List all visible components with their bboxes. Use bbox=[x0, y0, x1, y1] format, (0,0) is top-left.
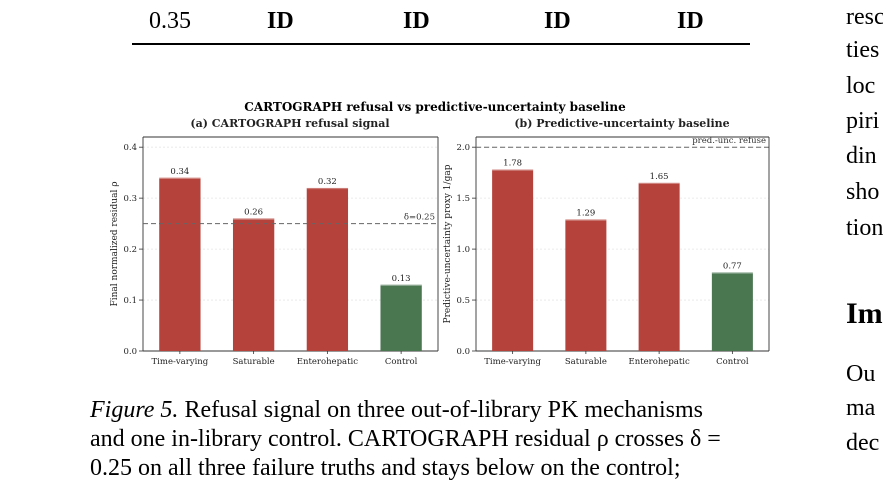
table-bottom-rule bbox=[132, 43, 750, 45]
bar bbox=[306, 187, 349, 351]
section-heading: Im bbox=[846, 297, 883, 330]
bar-value-label: 1.29 bbox=[576, 209, 595, 219]
bar bbox=[565, 219, 607, 351]
x-tick-label: Enterohepatic bbox=[297, 357, 358, 367]
bar bbox=[380, 284, 422, 351]
table-cell: ID bbox=[267, 8, 294, 34]
text-line: dec bbox=[846, 430, 880, 456]
x-tick-label: Control bbox=[385, 357, 418, 367]
y-axis-label: Final normalized residual ρ bbox=[110, 182, 120, 307]
text-line: resc bbox=[846, 4, 883, 30]
figure-caption: Figure 5. Refusal signal on three out-of… bbox=[90, 396, 795, 483]
bar bbox=[492, 169, 534, 351]
bar-value-label: 1.65 bbox=[650, 172, 669, 182]
bar-value-label: 0.32 bbox=[318, 177, 337, 187]
x-tick-label: Saturable bbox=[565, 357, 607, 367]
subplot-title: (b) Predictive-uncertainty baseline bbox=[514, 117, 729, 130]
bar bbox=[232, 218, 275, 351]
y-tick-label: 1.0 bbox=[456, 245, 470, 255]
table-row: 0.35 ID ID ID ID bbox=[0, 4, 760, 38]
caption-line: and one in-library control. CARTOGRAPH r… bbox=[90, 426, 721, 452]
bar-value-label: 1.78 bbox=[503, 159, 522, 169]
subplot-title: (a) CARTOGRAPH refusal signal bbox=[190, 117, 389, 130]
text-line: ties bbox=[846, 37, 880, 63]
y-tick-label: 0.3 bbox=[123, 194, 137, 204]
threshold-label: pred.-unc. refuse bbox=[692, 136, 766, 146]
y-tick-label: 0.0 bbox=[456, 347, 470, 357]
text-line: ma bbox=[846, 395, 876, 421]
figure: CARTOGRAPH refusal vs predictive-uncerta… bbox=[100, 92, 780, 382]
text-line: sho bbox=[846, 179, 880, 205]
bar bbox=[159, 177, 201, 351]
x-tick-label: Time-varying bbox=[484, 357, 541, 367]
x-tick-label: Time-varying bbox=[152, 357, 209, 367]
table-cell: ID bbox=[403, 8, 430, 34]
bar bbox=[638, 182, 680, 351]
y-tick-label: 1.5 bbox=[456, 194, 470, 204]
bar bbox=[711, 272, 753, 351]
text-line: loc bbox=[846, 73, 876, 99]
x-tick-label: Control bbox=[716, 357, 749, 367]
table-cell: 0.35 bbox=[149, 8, 191, 34]
y-tick-label: 0.2 bbox=[123, 245, 137, 255]
caption-line: 0.25 on all three failure truths and sta… bbox=[90, 455, 681, 481]
bar-value-label: 0.34 bbox=[170, 167, 189, 177]
threshold-label: δ=0.25 bbox=[404, 213, 435, 223]
bar-value-label: 0.26 bbox=[244, 208, 263, 218]
y-tick-label: 0.5 bbox=[456, 296, 470, 306]
table-cell: ID bbox=[544, 8, 571, 34]
bar-value-label: 0.13 bbox=[392, 274, 411, 284]
y-tick-label: 0.4 bbox=[123, 143, 137, 153]
table-cell: ID bbox=[677, 8, 704, 34]
y-tick-label: 0.0 bbox=[123, 347, 137, 357]
caption-line: Refusal signal on three out-of-library P… bbox=[184, 397, 703, 423]
text-line: tion bbox=[846, 215, 883, 241]
text-line: din bbox=[846, 143, 877, 169]
y-tick-label: 0.1 bbox=[123, 296, 137, 306]
figure-charts: (a) CARTOGRAPH refusal signal 0.0 0.1 0.2 0.… bbox=[110, 117, 770, 367]
x-tick-label: Enterohepatic bbox=[629, 357, 690, 367]
figure-label: Figure 5. bbox=[90, 397, 179, 423]
y-tick-label: 2.0 bbox=[456, 143, 470, 153]
text-line: piri bbox=[846, 108, 880, 134]
bar-value-label: 0.77 bbox=[723, 262, 742, 272]
text-line: Ou bbox=[846, 361, 876, 387]
y-axis-label: Predictive-uncertainty proxy 1/gap bbox=[443, 164, 453, 323]
figure-title: CARTOGRAPH refusal vs predictive-uncerta… bbox=[244, 100, 626, 114]
x-tick-label: Saturable bbox=[233, 357, 275, 367]
